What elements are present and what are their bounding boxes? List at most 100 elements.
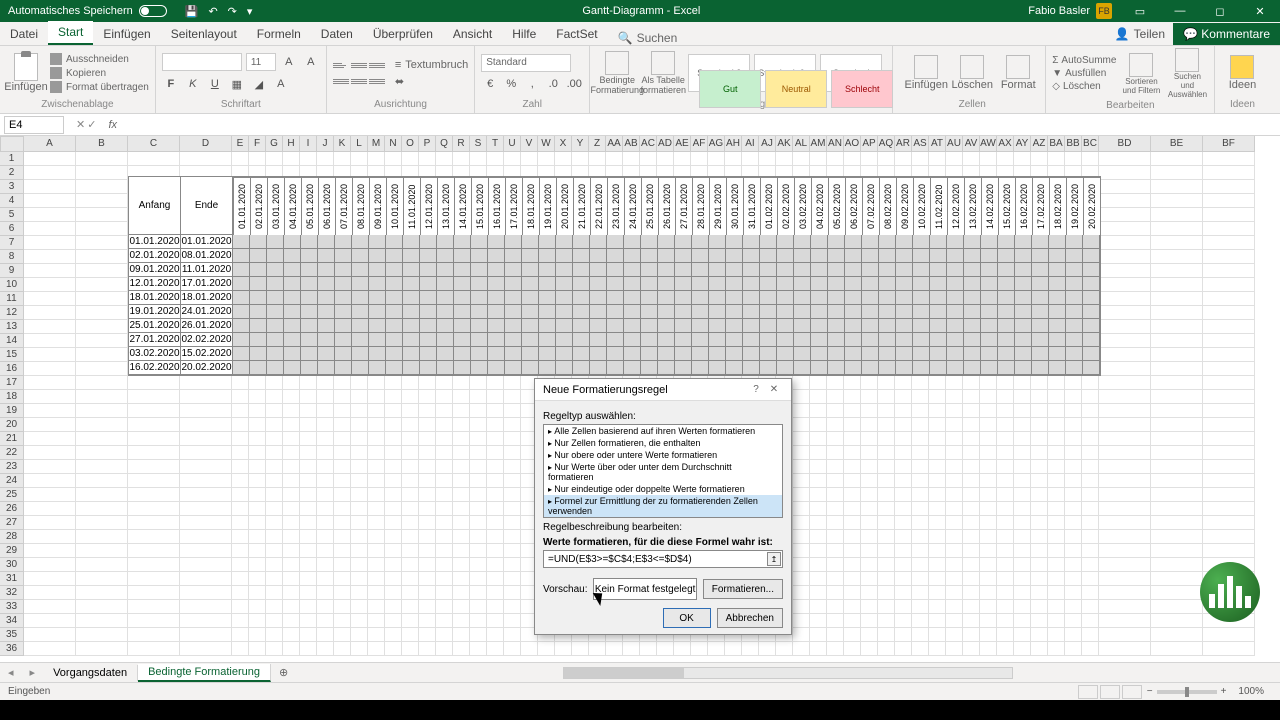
table-row[interactable]: 18.01.202018.01.2020 bbox=[129, 291, 1100, 305]
col-header[interactable]: M bbox=[368, 136, 385, 152]
col-header[interactable]: T bbox=[487, 136, 504, 152]
zoom-in-icon[interactable]: + bbox=[1217, 686, 1231, 697]
horizontal-scrollbar[interactable] bbox=[296, 667, 1280, 679]
tab-start[interactable]: Start bbox=[48, 21, 93, 45]
col-header[interactable]: P bbox=[419, 136, 436, 152]
table-row[interactable]: 03.02.202015.02.2020 bbox=[129, 347, 1100, 361]
format-as-table-button[interactable]: Als Tabelle formatieren bbox=[642, 51, 684, 95]
percent-icon[interactable]: % bbox=[502, 75, 520, 93]
cut-button[interactable]: Ausschneiden bbox=[50, 53, 149, 65]
style-neutral[interactable]: Neutral bbox=[765, 70, 827, 108]
sheet-nav-prev[interactable]: ◂ bbox=[0, 666, 22, 679]
col-header[interactable]: AO bbox=[844, 136, 861, 152]
collapse-dialog-icon[interactable]: ↥ bbox=[767, 552, 781, 566]
col-header[interactable]: AV bbox=[963, 136, 980, 152]
increase-decimal-icon[interactable]: .0 bbox=[544, 75, 562, 93]
tell-me-search[interactable]: 🔍 Suchen bbox=[618, 31, 678, 45]
col-header[interactable]: AR bbox=[895, 136, 912, 152]
clear-button[interactable]: ◇Löschen bbox=[1052, 81, 1116, 92]
tab-formeln[interactable]: Formeln bbox=[247, 23, 311, 45]
select-all-corner[interactable] bbox=[0, 136, 24, 152]
row-headers[interactable]: 1234567891011121314151617181920212223242… bbox=[0, 152, 24, 656]
col-header[interactable]: AY bbox=[1014, 136, 1031, 152]
cancel-formula-icon[interactable]: ✕ bbox=[76, 118, 85, 131]
col-header[interactable]: BC bbox=[1082, 136, 1099, 152]
rule-type-option[interactable]: Nur eindeutige oder doppelte Werte forma… bbox=[544, 483, 782, 495]
font-size-select[interactable]: 11 bbox=[246, 53, 276, 71]
row-header[interactable]: 26 bbox=[0, 502, 24, 516]
format-button[interactable]: Formatieren... bbox=[703, 579, 783, 599]
col-header[interactable]: H bbox=[283, 136, 300, 152]
col-header[interactable]: AG bbox=[708, 136, 725, 152]
qat-dropdown-icon[interactable]: ▾ bbox=[247, 5, 253, 18]
col-header[interactable]: AA bbox=[606, 136, 623, 152]
row-header[interactable]: 25 bbox=[0, 488, 24, 502]
comments-button[interactable]: 💬 Kommentare bbox=[1173, 23, 1280, 45]
style-schlecht[interactable]: Schlecht bbox=[831, 70, 893, 108]
row-header[interactable]: 17 bbox=[0, 376, 24, 390]
row-header[interactable]: 3 bbox=[0, 180, 24, 194]
row-header[interactable]: 21 bbox=[0, 432, 24, 446]
tab-einfuegen[interactable]: Einfügen bbox=[93, 23, 160, 45]
col-header[interactable]: AE bbox=[674, 136, 691, 152]
maximize-icon[interactable]: ◻ bbox=[1200, 0, 1240, 22]
col-header[interactable]: AJ bbox=[759, 136, 776, 152]
rule-type-option[interactable]: Nur Werte über oder unter dem Durchschni… bbox=[544, 461, 782, 483]
row-header[interactable]: 18 bbox=[0, 390, 24, 404]
delete-cells-button[interactable]: Löschen bbox=[951, 55, 993, 91]
col-header[interactable]: BB bbox=[1065, 136, 1082, 152]
page-layout-view-icon[interactable] bbox=[1100, 685, 1120, 699]
col-header[interactable]: F bbox=[249, 136, 266, 152]
fx-icon[interactable]: fx bbox=[104, 119, 121, 131]
col-header[interactable]: W bbox=[538, 136, 555, 152]
col-header[interactable]: Z bbox=[589, 136, 606, 152]
cancel-button[interactable]: Abbrechen bbox=[717, 608, 783, 628]
row-header[interactable]: 22 bbox=[0, 446, 24, 460]
column-headers[interactable]: ABCDEFGHIJKLMNOPQRSTUVWXYZAAABACADAEAFAG… bbox=[24, 136, 1255, 152]
tab-daten[interactable]: Daten bbox=[311, 23, 363, 45]
sort-filter-button[interactable]: Sortieren und Filtern bbox=[1120, 53, 1162, 95]
formula-field[interactable]: =UND(E$3>=$C$4;E$3<=$D$4) ↥ bbox=[543, 550, 783, 568]
tab-ansicht[interactable]: Ansicht bbox=[443, 23, 502, 45]
autosave-toggle[interactable]: Automatisches Speichern bbox=[0, 5, 175, 17]
col-header[interactable]: AC bbox=[640, 136, 657, 152]
col-header[interactable]: AM bbox=[810, 136, 827, 152]
row-header[interactable]: 23 bbox=[0, 460, 24, 474]
formula-input[interactable] bbox=[121, 116, 1280, 134]
zoom-out-icon[interactable]: − bbox=[1143, 686, 1157, 697]
fill-color-button[interactable]: ◢ bbox=[250, 75, 268, 93]
rule-type-option[interactable]: Nur Zellen formatieren, die enthalten bbox=[544, 437, 782, 449]
table-row[interactable]: 16.02.202020.02.2020 bbox=[129, 361, 1100, 375]
undo-icon[interactable]: ↶ bbox=[208, 5, 217, 18]
row-header[interactable]: 14 bbox=[0, 334, 24, 348]
col-header[interactable]: B bbox=[76, 136, 128, 152]
format-painter-button[interactable]: Format übertragen bbox=[50, 81, 149, 93]
italic-button[interactable]: K bbox=[184, 75, 202, 93]
format-cells-button[interactable]: Format bbox=[997, 55, 1039, 91]
col-header[interactable]: AL bbox=[793, 136, 810, 152]
col-header[interactable]: K bbox=[334, 136, 351, 152]
close-icon[interactable]: ✕ bbox=[1240, 0, 1280, 22]
row-header[interactable]: 15 bbox=[0, 348, 24, 362]
col-header[interactable]: BF bbox=[1203, 136, 1255, 152]
alignment-buttons[interactable] bbox=[333, 58, 385, 88]
col-header[interactable]: AW bbox=[980, 136, 997, 152]
row-header[interactable]: 33 bbox=[0, 600, 24, 614]
col-header[interactable]: AT bbox=[929, 136, 946, 152]
enter-formula-icon[interactable]: ✓ bbox=[87, 118, 96, 131]
col-header[interactable]: BE bbox=[1151, 136, 1203, 152]
copy-button[interactable]: Kopieren bbox=[50, 67, 149, 79]
toggle-switch[interactable] bbox=[139, 5, 167, 17]
row-header[interactable]: 35 bbox=[0, 628, 24, 642]
tab-hilfe[interactable]: Hilfe bbox=[502, 23, 546, 45]
page-break-view-icon[interactable] bbox=[1122, 685, 1142, 699]
font-name-select[interactable] bbox=[162, 53, 242, 71]
col-header[interactable]: L bbox=[351, 136, 368, 152]
table-row[interactable]: 25.01.202026.01.2020 bbox=[129, 319, 1100, 333]
tab-factset[interactable]: FactSet bbox=[546, 23, 607, 45]
row-header[interactable]: 6 bbox=[0, 222, 24, 236]
row-header[interactable]: 1 bbox=[0, 152, 24, 166]
row-header[interactable]: 28 bbox=[0, 530, 24, 544]
col-header[interactable]: I bbox=[300, 136, 317, 152]
tab-ueberpruefen[interactable]: Überprüfen bbox=[363, 23, 443, 45]
